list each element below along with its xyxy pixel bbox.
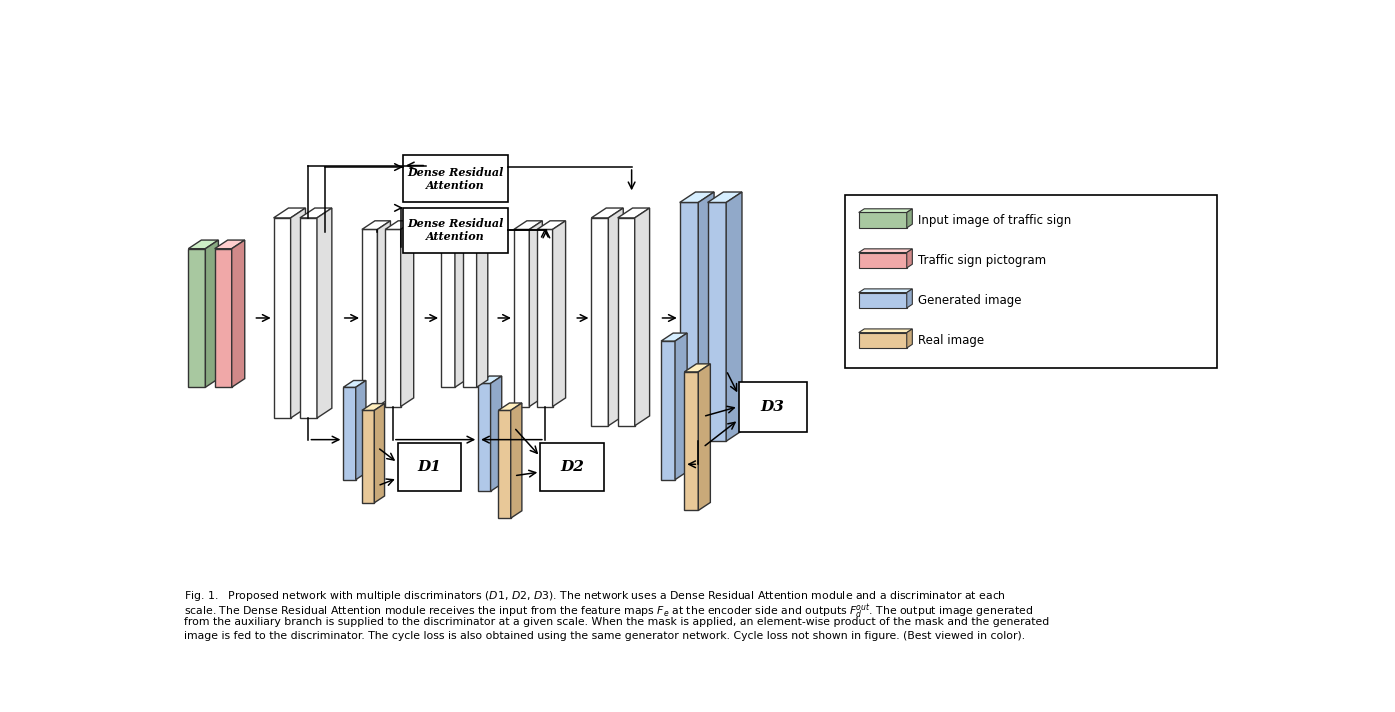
Polygon shape [374, 404, 385, 503]
Polygon shape [188, 248, 205, 387]
Polygon shape [273, 218, 290, 418]
Polygon shape [552, 221, 565, 407]
Polygon shape [907, 209, 912, 228]
Polygon shape [529, 221, 543, 407]
Polygon shape [463, 241, 488, 248]
Text: Input image of traffic sign: Input image of traffic sign [918, 214, 1071, 226]
Text: D3: D3 [760, 400, 784, 414]
Polygon shape [290, 208, 306, 418]
FancyBboxPatch shape [398, 444, 462, 491]
Polygon shape [478, 376, 502, 384]
Polygon shape [707, 192, 742, 202]
Polygon shape [859, 289, 912, 293]
Polygon shape [859, 248, 912, 253]
Polygon shape [343, 387, 356, 480]
Text: scale. The Dense Residual Attention module receives the input from the feature m: scale. The Dense Residual Attention modu… [184, 603, 1032, 622]
Polygon shape [635, 208, 650, 426]
Polygon shape [455, 241, 466, 387]
Text: Traffic sign pictogram: Traffic sign pictogram [918, 253, 1046, 267]
Polygon shape [513, 229, 529, 407]
Polygon shape [537, 229, 552, 407]
Polygon shape [859, 212, 907, 228]
Polygon shape [361, 410, 374, 503]
Polygon shape [618, 208, 650, 218]
Polygon shape [679, 202, 699, 441]
Polygon shape [685, 372, 699, 511]
Polygon shape [400, 221, 414, 407]
Polygon shape [343, 380, 365, 387]
Polygon shape [537, 221, 565, 229]
Polygon shape [188, 240, 219, 248]
Polygon shape [859, 209, 912, 212]
Text: D2: D2 [559, 461, 585, 474]
Polygon shape [215, 240, 244, 248]
Polygon shape [378, 221, 391, 407]
Text: from the auxiliary branch is supplied to the discriminator at a given scale. Whe: from the auxiliary branch is supplied to… [184, 617, 1049, 627]
FancyBboxPatch shape [540, 444, 604, 491]
Polygon shape [317, 208, 332, 418]
Polygon shape [699, 192, 714, 441]
Polygon shape [356, 380, 365, 480]
FancyBboxPatch shape [403, 155, 508, 202]
Polygon shape [859, 253, 907, 268]
Text: D1: D1 [417, 461, 441, 474]
Polygon shape [859, 333, 907, 348]
Polygon shape [907, 289, 912, 308]
Polygon shape [498, 403, 522, 410]
Polygon shape [675, 333, 688, 480]
Polygon shape [361, 221, 391, 229]
Polygon shape [205, 240, 219, 387]
Polygon shape [608, 208, 624, 426]
Polygon shape [477, 241, 488, 387]
Polygon shape [498, 410, 511, 518]
Polygon shape [699, 364, 710, 511]
Polygon shape [441, 248, 455, 387]
Polygon shape [491, 376, 502, 491]
Polygon shape [727, 192, 742, 441]
Text: image is fed to the discriminator. The cycle loss is also obtained using the sam: image is fed to the discriminator. The c… [184, 631, 1025, 641]
Polygon shape [907, 248, 912, 268]
Polygon shape [661, 341, 675, 480]
Polygon shape [618, 218, 635, 426]
FancyBboxPatch shape [845, 195, 1216, 368]
Text: Dense Residual
Attention: Dense Residual Attention [407, 167, 504, 191]
Polygon shape [478, 384, 491, 491]
Polygon shape [907, 329, 912, 348]
Polygon shape [707, 202, 727, 441]
Text: Generated image: Generated image [918, 294, 1023, 307]
Polygon shape [859, 329, 912, 333]
Text: Real image: Real image [918, 334, 985, 347]
Polygon shape [511, 403, 522, 518]
Polygon shape [859, 293, 907, 308]
Polygon shape [300, 208, 332, 218]
Polygon shape [463, 248, 477, 387]
FancyBboxPatch shape [403, 208, 508, 253]
Polygon shape [232, 240, 244, 387]
Polygon shape [385, 221, 414, 229]
Polygon shape [441, 241, 466, 248]
Polygon shape [513, 221, 543, 229]
Polygon shape [685, 364, 710, 372]
Polygon shape [591, 218, 608, 426]
Polygon shape [385, 229, 400, 407]
Polygon shape [661, 333, 688, 341]
Polygon shape [361, 229, 378, 407]
Polygon shape [591, 208, 624, 218]
Text: Dense Residual
Attention: Dense Residual Attention [407, 219, 504, 242]
FancyBboxPatch shape [738, 382, 806, 432]
Polygon shape [361, 404, 385, 410]
Polygon shape [300, 218, 317, 418]
Polygon shape [215, 248, 232, 387]
Polygon shape [273, 208, 306, 218]
Polygon shape [679, 192, 714, 202]
Text: Fig. 1.   Proposed network with multiple discriminators ($\mathbf{\mathit{D1}}$,: Fig. 1. Proposed network with multiple d… [184, 589, 1006, 603]
